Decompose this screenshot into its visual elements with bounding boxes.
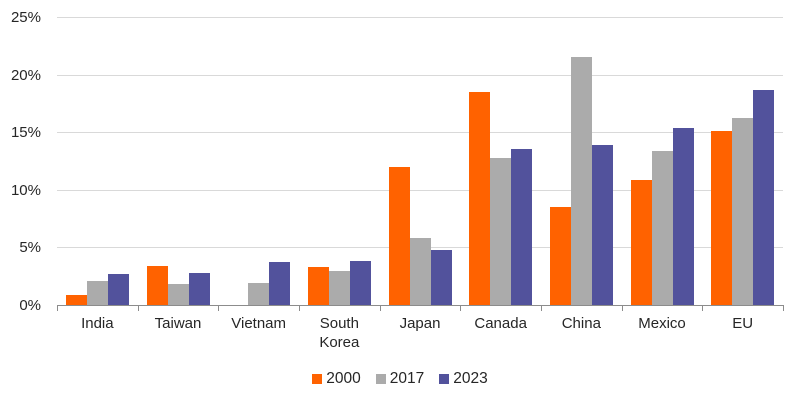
legend-label: 2000	[326, 370, 361, 387]
bar-2000-japan	[388, 167, 410, 305]
x-axis-label: Vietnam	[231, 315, 287, 332]
x-axis-label: Taiwan	[154, 315, 202, 332]
x-axis-label: Canada	[474, 315, 527, 332]
legend-swatch-icon	[375, 374, 386, 384]
bar-2017-china	[570, 56, 592, 305]
bar-2000-taiwan	[146, 265, 168, 305]
y-axis-label: 15%	[10, 124, 41, 141]
gridline-20	[57, 74, 783, 76]
bar-2017-vietnam	[248, 283, 270, 305]
bar-2000-canada	[469, 92, 491, 305]
bar-2023-india	[107, 273, 129, 305]
legend-swatch-icon	[312, 374, 323, 384]
gridline-25	[57, 17, 783, 18]
bar-2023-south-korea	[349, 261, 371, 305]
bar-2023-japan	[430, 249, 452, 305]
legend-item-2023: 2023	[439, 370, 488, 387]
bar-2023-china	[591, 145, 613, 305]
bar-2000-india	[65, 294, 87, 305]
bar-2023-vietnam	[269, 262, 291, 305]
gridline-15	[57, 132, 783, 133]
x-axis-tick	[57, 304, 58, 311]
x-axis-label: China	[561, 315, 601, 332]
legend-swatch-icon	[439, 374, 450, 384]
legend-label: 2023	[453, 370, 488, 387]
bar-2017-india	[86, 280, 108, 305]
bar-2023-canada	[511, 148, 533, 305]
y-axis-label: 10%	[10, 181, 41, 199]
x-axis-label: EU	[732, 315, 754, 332]
bar-2017-japan	[409, 238, 431, 305]
bar-2000-china	[549, 207, 571, 305]
bar-2023-mexico	[672, 127, 694, 305]
bar-2000-mexico	[630, 179, 652, 305]
bar-2000-south-korea	[307, 267, 329, 305]
bar-2017-taiwan	[167, 284, 189, 305]
bar-2017-canada	[490, 157, 512, 305]
x-axis-tick	[783, 304, 784, 311]
legend-label: 2017	[389, 370, 425, 387]
legend: 2000 2017 2023	[0, 371, 800, 387]
legend-item-2000: 2000	[312, 370, 361, 387]
x-axis-label: Japan	[399, 315, 441, 332]
y-axis-label: 20%	[10, 66, 41, 84]
x-axis-tick	[702, 304, 704, 311]
x-axis-label: India	[81, 315, 114, 332]
bar-2017-eu	[732, 117, 754, 305]
y-axis-label: 0%	[19, 296, 41, 314]
bar-2023-eu	[753, 89, 775, 305]
x-axis-label: South Korea	[319, 315, 360, 351]
x-axis-tick	[621, 304, 623, 311]
x-axis-tick	[460, 304, 462, 311]
bar-2017-south-korea	[328, 270, 350, 305]
legend-item-2017: 2017	[375, 370, 425, 387]
gridline-10	[57, 189, 783, 191]
x-axis-tick	[541, 304, 542, 311]
y-axis-label: 25%	[10, 9, 41, 26]
x-axis-label: Mexico	[638, 315, 686, 332]
x-axis-tick	[299, 304, 300, 311]
bar-2023-taiwan	[188, 272, 210, 305]
bar-2000-eu	[711, 131, 733, 305]
y-axis-label: 5%	[19, 239, 41, 256]
x-axis-tick	[218, 304, 220, 311]
x-axis-tick	[379, 304, 381, 311]
x-axis-line	[57, 304, 784, 306]
x-axis-tick	[137, 304, 139, 311]
bar-2017-mexico	[651, 150, 673, 305]
